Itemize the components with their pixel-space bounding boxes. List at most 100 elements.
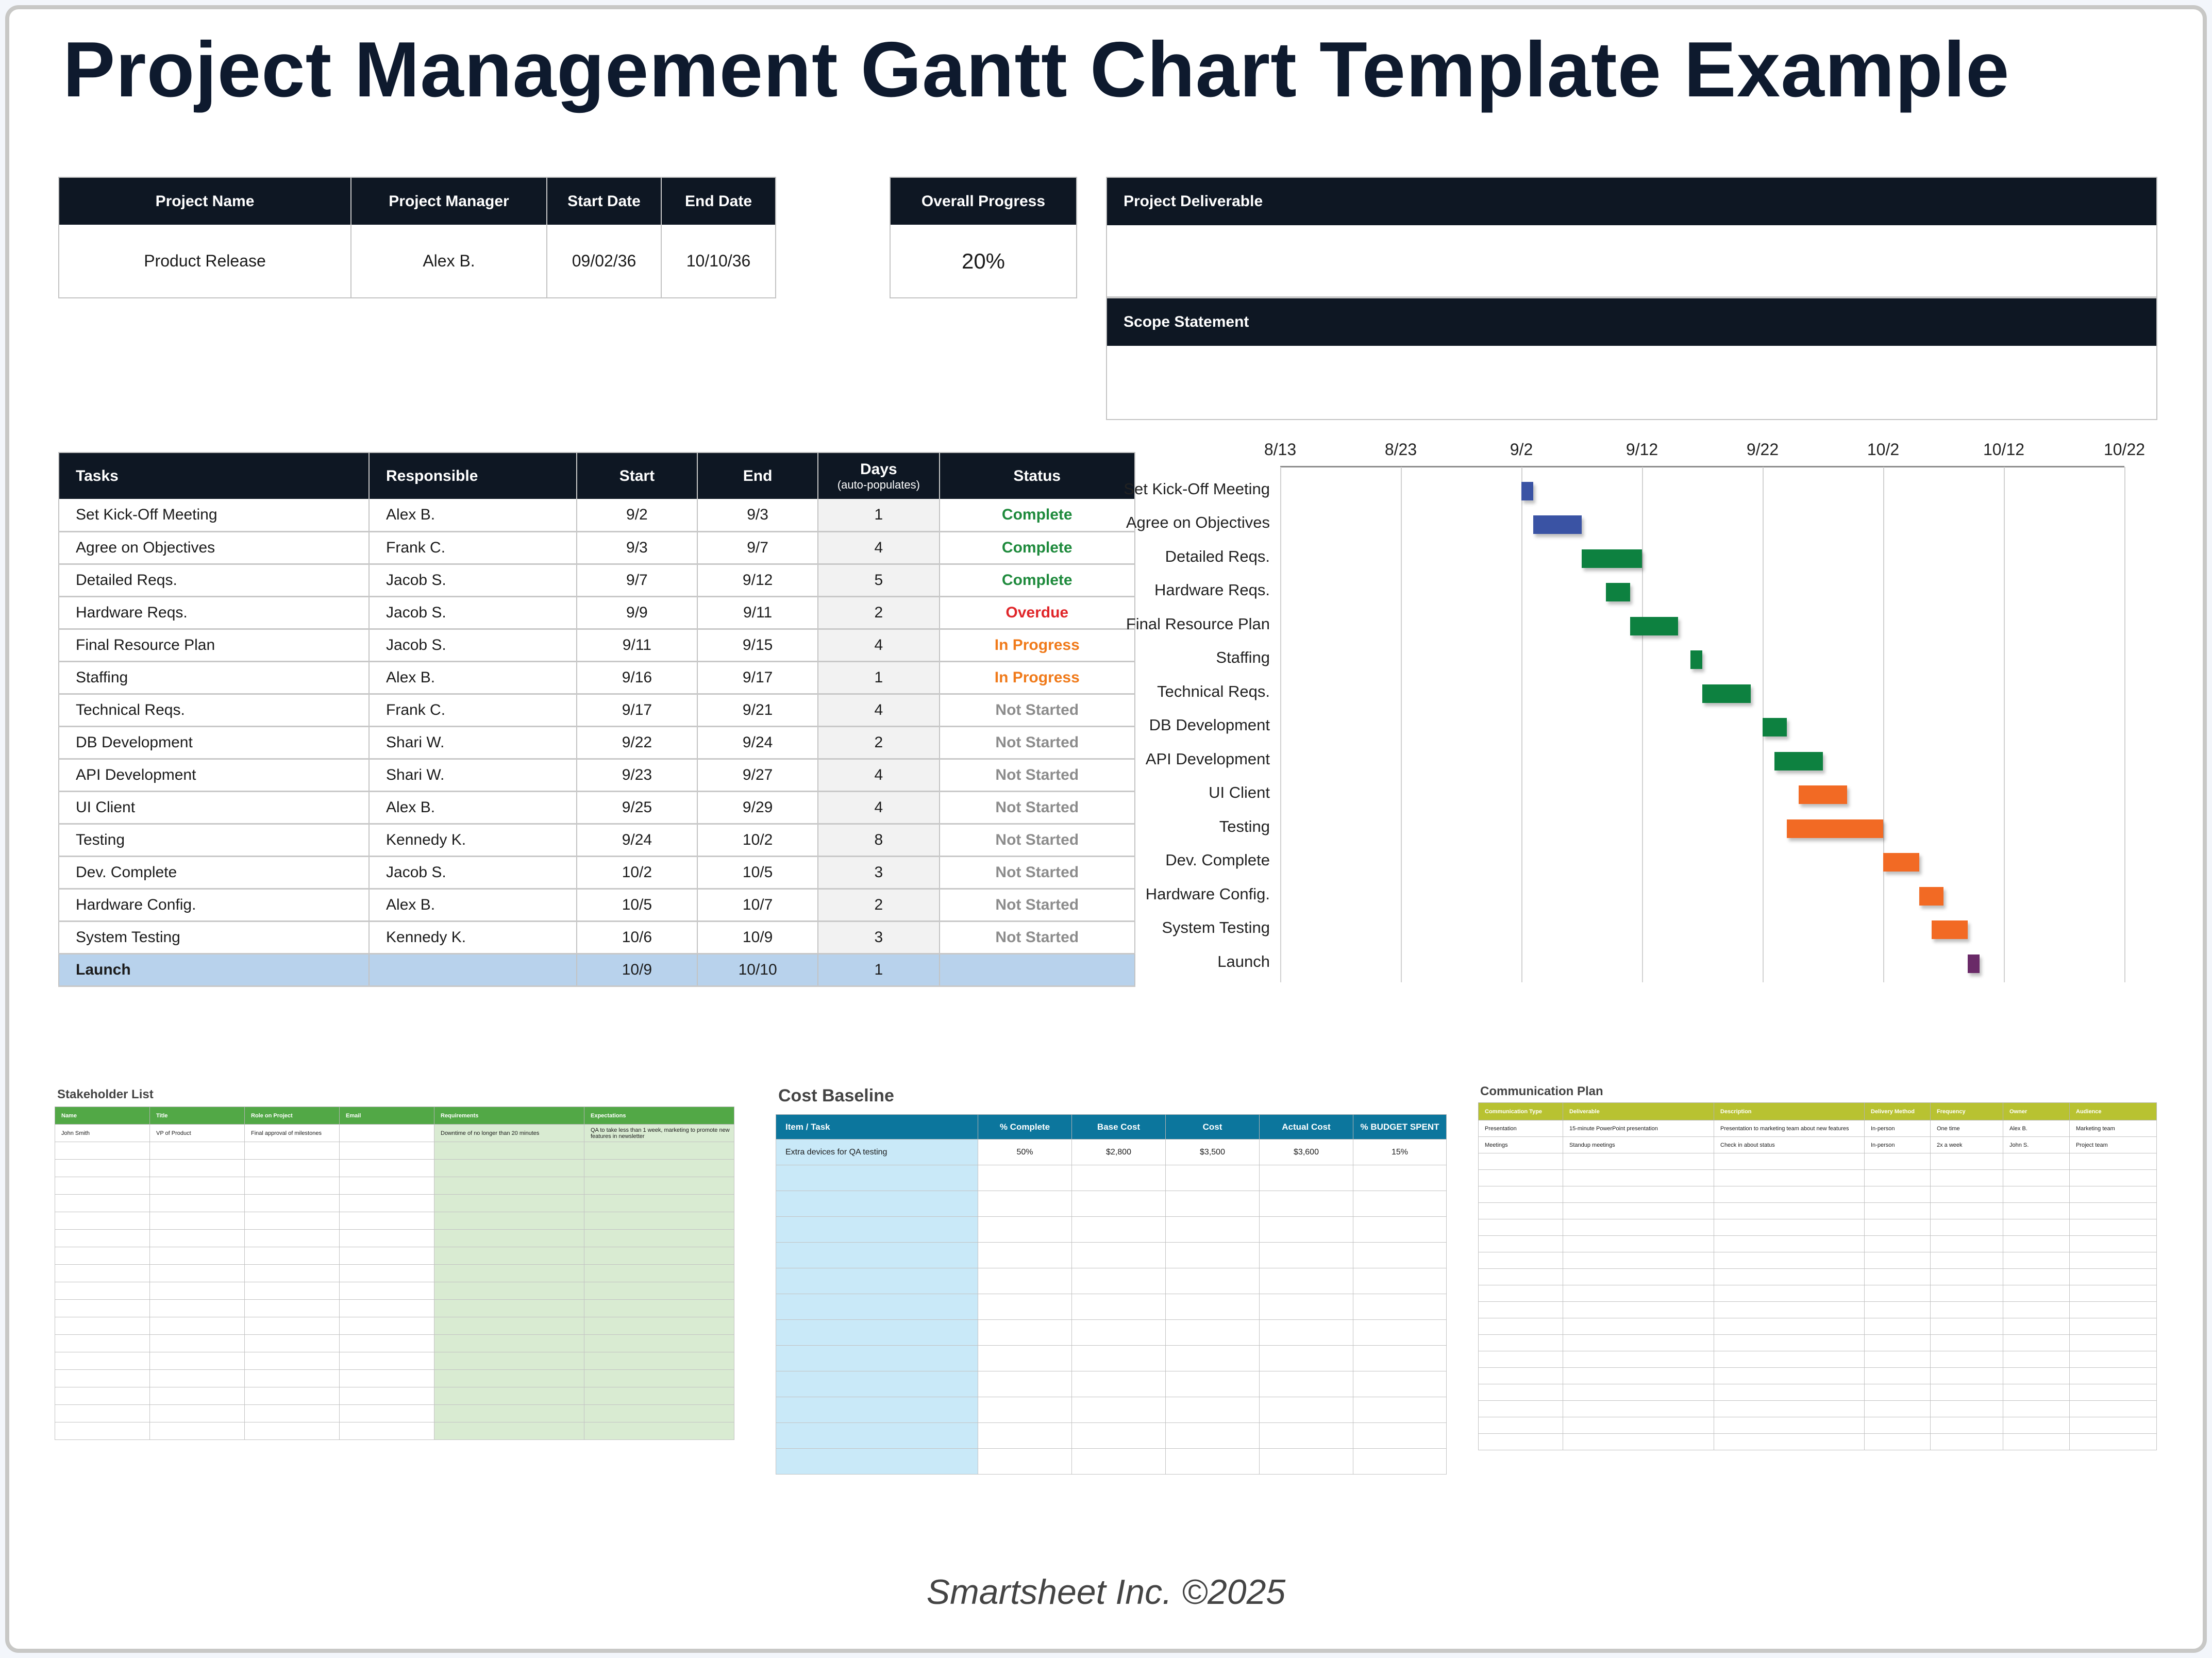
end-cell[interactable]: 9/3 xyxy=(697,499,819,532)
communication-cell[interactable] xyxy=(1714,1400,1865,1417)
end-cell[interactable]: 9/7 xyxy=(697,531,819,565)
communication-cell[interactable] xyxy=(1864,1417,1931,1434)
end-cell[interactable]: 9/17 xyxy=(697,661,819,695)
start-cell[interactable]: 10/2 xyxy=(576,856,698,890)
communication-cell[interactable] xyxy=(1864,1153,1931,1170)
stakeholder-row[interactable] xyxy=(55,1194,734,1212)
status-cell[interactable]: Not Started xyxy=(939,824,1136,857)
task-row[interactable]: Launch 10/9 10/10 1 xyxy=(59,953,1136,987)
communication-cell[interactable] xyxy=(1864,1186,1931,1203)
cost-row[interactable] xyxy=(776,1191,1447,1217)
communication-cell[interactable] xyxy=(1714,1351,1865,1368)
start-cell[interactable]: 9/24 xyxy=(576,824,698,857)
cost-cell[interactable] xyxy=(1259,1294,1353,1320)
start-cell[interactable]: 9/17 xyxy=(576,694,698,727)
communication-cell[interactable] xyxy=(1864,1334,1931,1351)
communication-cell[interactable] xyxy=(1864,1285,1931,1302)
task-row[interactable]: Hardware Reqs. Jacob S. 9/9 9/11 2 Overdue xyxy=(59,596,1136,630)
communication-cell[interactable]: Alex B. xyxy=(2003,1120,2070,1137)
communication-cell[interactable] xyxy=(2003,1235,2070,1252)
start-cell[interactable]: 10/9 xyxy=(576,953,698,987)
days-cell[interactable]: 2 xyxy=(818,889,940,922)
cost-cell[interactable] xyxy=(978,1397,1072,1423)
days-cell[interactable]: 4 xyxy=(818,629,940,662)
cost-cell[interactable] xyxy=(1071,1345,1166,1371)
communication-row[interactable] xyxy=(1478,1400,2157,1417)
stakeholder-cell[interactable] xyxy=(244,1212,340,1230)
stakeholder-cell[interactable] xyxy=(339,1229,434,1247)
communication-cell[interactable] xyxy=(1930,1285,2003,1302)
communication-cell[interactable] xyxy=(1563,1400,1714,1417)
communication-cell[interactable]: One time xyxy=(1930,1120,2003,1137)
responsible-cell[interactable]: Shari W. xyxy=(369,726,577,760)
stakeholder-cell[interactable] xyxy=(339,1142,434,1160)
stakeholder-row[interactable] xyxy=(55,1142,734,1160)
cost-cell[interactable] xyxy=(1259,1422,1353,1449)
stakeholder-cell[interactable] xyxy=(584,1282,734,1300)
stakeholder-cell[interactable] xyxy=(584,1247,734,1265)
stakeholder-cell[interactable] xyxy=(149,1142,245,1160)
status-cell[interactable] xyxy=(939,953,1136,987)
communication-cell[interactable] xyxy=(1478,1202,1563,1219)
communication-cell[interactable] xyxy=(2003,1334,2070,1351)
communication-cell[interactable] xyxy=(2069,1433,2157,1450)
communication-cell[interactable] xyxy=(1930,1318,2003,1335)
stakeholder-cell[interactable] xyxy=(149,1422,245,1440)
communication-row[interactable] xyxy=(1478,1384,2157,1401)
stakeholder-cell[interactable] xyxy=(584,1422,734,1440)
gantt-bar[interactable] xyxy=(1919,886,1943,906)
communication-row[interactable] xyxy=(1478,1153,2157,1170)
communication-cell[interactable] xyxy=(2003,1367,2070,1384)
stakeholder-row[interactable] xyxy=(55,1422,734,1440)
cost-cell[interactable] xyxy=(1259,1397,1353,1423)
communication-cell[interactable] xyxy=(2069,1334,2157,1351)
task-name-cell[interactable]: Dev. Complete xyxy=(59,856,370,890)
stakeholder-cell[interactable] xyxy=(584,1334,734,1352)
cost-cell[interactable] xyxy=(776,1422,978,1449)
cost-cell[interactable] xyxy=(1071,1294,1166,1320)
stakeholder-cell[interactable] xyxy=(339,1422,434,1440)
start-cell[interactable]: 9/11 xyxy=(576,629,698,662)
cost-cell[interactable] xyxy=(776,1294,978,1320)
stakeholder-row[interactable] xyxy=(55,1299,734,1317)
communication-cell[interactable] xyxy=(1478,1351,1563,1368)
end-cell[interactable]: 9/24 xyxy=(697,726,819,760)
status-cell[interactable]: Not Started xyxy=(939,694,1136,727)
cost-cell[interactable] xyxy=(1071,1397,1166,1423)
stakeholder-cell[interactable] xyxy=(55,1247,150,1265)
end-cell[interactable]: 10/5 xyxy=(697,856,819,890)
communication-cell[interactable] xyxy=(1930,1433,2003,1450)
stakeholder-row[interactable] xyxy=(55,1212,734,1230)
stakeholder-cell[interactable]: QA to take less than 1 week, marketing t… xyxy=(584,1124,734,1142)
status-cell[interactable]: In Progress xyxy=(939,661,1136,695)
days-cell[interactable]: 1 xyxy=(818,499,940,532)
stakeholder-cell[interactable] xyxy=(584,1369,734,1387)
start-cell[interactable]: 9/22 xyxy=(576,726,698,760)
responsible-cell[interactable]: Frank C. xyxy=(369,694,577,727)
stakeholder-cell[interactable] xyxy=(55,1422,150,1440)
stakeholder-cell[interactable] xyxy=(434,1177,584,1195)
stakeholder-cell[interactable] xyxy=(584,1229,734,1247)
communication-cell[interactable] xyxy=(2003,1301,2070,1318)
stakeholder-row[interactable] xyxy=(55,1387,734,1405)
stakeholder-cell[interactable] xyxy=(244,1229,340,1247)
communication-cell[interactable] xyxy=(1478,1417,1563,1434)
cost-row[interactable] xyxy=(776,1165,1447,1191)
task-name-cell[interactable]: Set Kick-Off Meeting xyxy=(59,499,370,532)
days-cell[interactable]: 5 xyxy=(818,564,940,597)
task-name-cell[interactable]: DB Development xyxy=(59,726,370,760)
stakeholder-row[interactable] xyxy=(55,1369,734,1387)
communication-cell[interactable]: Marketing team xyxy=(2069,1120,2157,1137)
cost-row[interactable] xyxy=(776,1345,1447,1371)
communication-cell[interactable] xyxy=(1478,1367,1563,1384)
stakeholder-cell[interactable] xyxy=(434,1159,584,1177)
stakeholder-cell[interactable] xyxy=(339,1177,434,1195)
stakeholder-cell[interactable]: Downtime of no longer than 20 minutes xyxy=(434,1124,584,1142)
project-name-cell[interactable]: Product Release xyxy=(59,225,351,298)
task-name-cell[interactable]: Agree on Objectives xyxy=(59,531,370,565)
start-cell[interactable]: 9/16 xyxy=(576,661,698,695)
cost-cell[interactable] xyxy=(1353,1191,1447,1217)
status-cell[interactable]: Not Started xyxy=(939,759,1136,792)
cost-cell[interactable] xyxy=(978,1268,1072,1294)
stakeholder-cell[interactable] xyxy=(339,1247,434,1265)
